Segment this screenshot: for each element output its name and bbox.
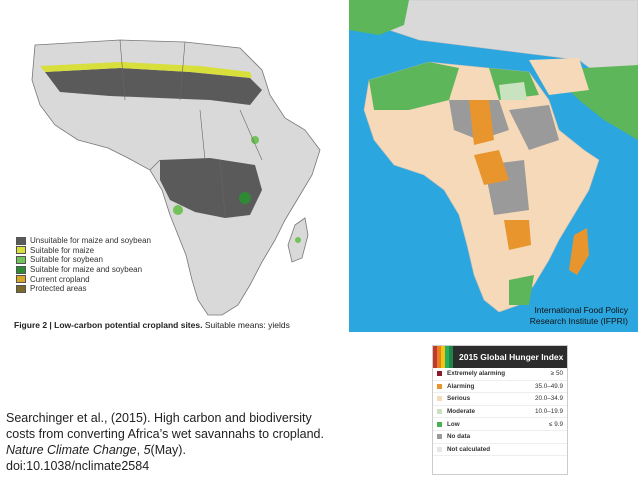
- ghi-range: ≥ 50: [550, 370, 563, 378]
- legend-label: Current cropland: [30, 274, 90, 284]
- ghi-legend-row: Alarming 35.0–49.9: [433, 381, 567, 394]
- ghi-stripe: [441, 346, 445, 368]
- ghi-legend-row: Low ≤ 9.9: [433, 418, 567, 431]
- citation-doi: doi:10.1038/nclimate2584: [6, 459, 150, 473]
- ghi-label: Serious: [447, 395, 471, 403]
- legend-swatch: [16, 275, 26, 284]
- legend-item: Suitable for maize and soybean: [16, 265, 151, 275]
- ghi-swatch: [437, 371, 442, 377]
- citation-separator: ,: [136, 443, 144, 457]
- ghi-legend-row: Moderate 10.0–19.9: [433, 406, 567, 419]
- legend-swatch: [16, 284, 26, 293]
- legend-label: Suitable for soybean: [30, 255, 103, 265]
- ghi-legend-row: No data: [433, 431, 567, 444]
- legend-swatch: [16, 255, 26, 264]
- legend-label: Protected areas: [30, 284, 87, 294]
- legend-label: Suitable for maize: [30, 245, 95, 255]
- legend-label: Unsuitable for maize and soybean: [30, 236, 151, 246]
- legend-item: Suitable for maize: [16, 246, 151, 256]
- ghi-range: 10.0–19.9: [534, 408, 563, 416]
- ghi-label: Alarming: [447, 382, 475, 390]
- legend-item: Unsuitable for maize and soybean: [16, 236, 151, 246]
- ghi-stripe: [437, 346, 441, 368]
- legend-label: Suitable for maize and soybean: [30, 265, 143, 275]
- ghi-stripe: [445, 346, 449, 368]
- ghi-legend-rows: Extremely alarming ≥ 50 Alarming 35.0–49.9 S…: [433, 368, 567, 457]
- legend-swatch: [16, 265, 26, 274]
- ghi-label: Low: [447, 420, 460, 428]
- ghi-legend-row: Serious 20.0–34.9: [433, 393, 567, 406]
- ghi-label: Not calculated: [447, 445, 491, 453]
- journal-issue: (May).: [150, 443, 186, 457]
- hunger-index-legend: 2015 Global Hunger Index Extremely alarm…: [432, 345, 568, 475]
- ghi-label: Moderate: [447, 408, 475, 416]
- ghi-legend-row: Not calculated: [433, 444, 567, 457]
- journal-name: Nature Climate Change: [6, 443, 137, 457]
- figure-caption: Figure 2 | Low-carbon potential cropland…: [14, 320, 290, 330]
- credit-line: International Food Policy: [534, 305, 628, 315]
- cropland-legend: Unsuitable for maize and soybean Suitabl…: [16, 236, 151, 294]
- ghi-legend-row: Extremely alarming ≥ 50: [433, 368, 567, 381]
- ghi-swatch: [437, 446, 442, 452]
- citation-line: Nature Climate Change, 5(May).: [6, 442, 324, 458]
- ghi-label: Extremely alarming: [447, 370, 506, 378]
- citation-line: Searchinger et al., (2015). High carbon …: [6, 411, 312, 425]
- journal-volume: 5: [143, 443, 151, 457]
- credit-line: Research Institute (IFPRI): [529, 316, 628, 326]
- citation-line: costs from converting Africa’s wet savan…: [6, 427, 324, 441]
- ghi-range: 20.0–34.9: [534, 395, 563, 403]
- ifpri-credit: International Food Policy Research Insti…: [530, 305, 628, 327]
- legend-swatch: [16, 236, 26, 245]
- ghi-swatch: [437, 434, 442, 440]
- ghi-swatch: [437, 409, 442, 415]
- ghi-legend-title: 2015 Global Hunger Index: [459, 352, 564, 362]
- legend-swatch: [16, 246, 26, 255]
- ghi-stripe: [433, 346, 437, 368]
- legend-item: Suitable for soybean: [16, 255, 151, 265]
- ghi-label: No data: [447, 433, 471, 441]
- ghi-stripe: [449, 346, 453, 368]
- africa-cropland-map-graphic: [31, 39, 321, 316]
- ghi-legend-header: 2015 Global Hunger Index: [433, 346, 567, 368]
- ghi-range: ≤ 9.9: [549, 420, 563, 428]
- cropland-suitability-map: [0, 0, 348, 340]
- ghi-range: 35.0–49.9: [534, 382, 563, 390]
- ghi-swatch: [437, 383, 442, 389]
- legend-item: Current cropland: [16, 274, 151, 284]
- citation: Searchinger et al., (2015). High carbon …: [6, 410, 324, 474]
- hunger-index-map: International Food Policy Research Insti…: [349, 0, 638, 332]
- ghi-logo-stripes: [433, 346, 453, 368]
- africa-hunger-map-graphic: [349, 0, 638, 313]
- ghi-swatch: [437, 421, 442, 427]
- legend-item: Protected areas: [16, 284, 151, 294]
- ghi-swatch: [437, 396, 442, 402]
- caption-text: Suitable means: yields: [202, 320, 290, 330]
- caption-bold: Figure 2 | Low-carbon potential cropland…: [14, 320, 203, 330]
